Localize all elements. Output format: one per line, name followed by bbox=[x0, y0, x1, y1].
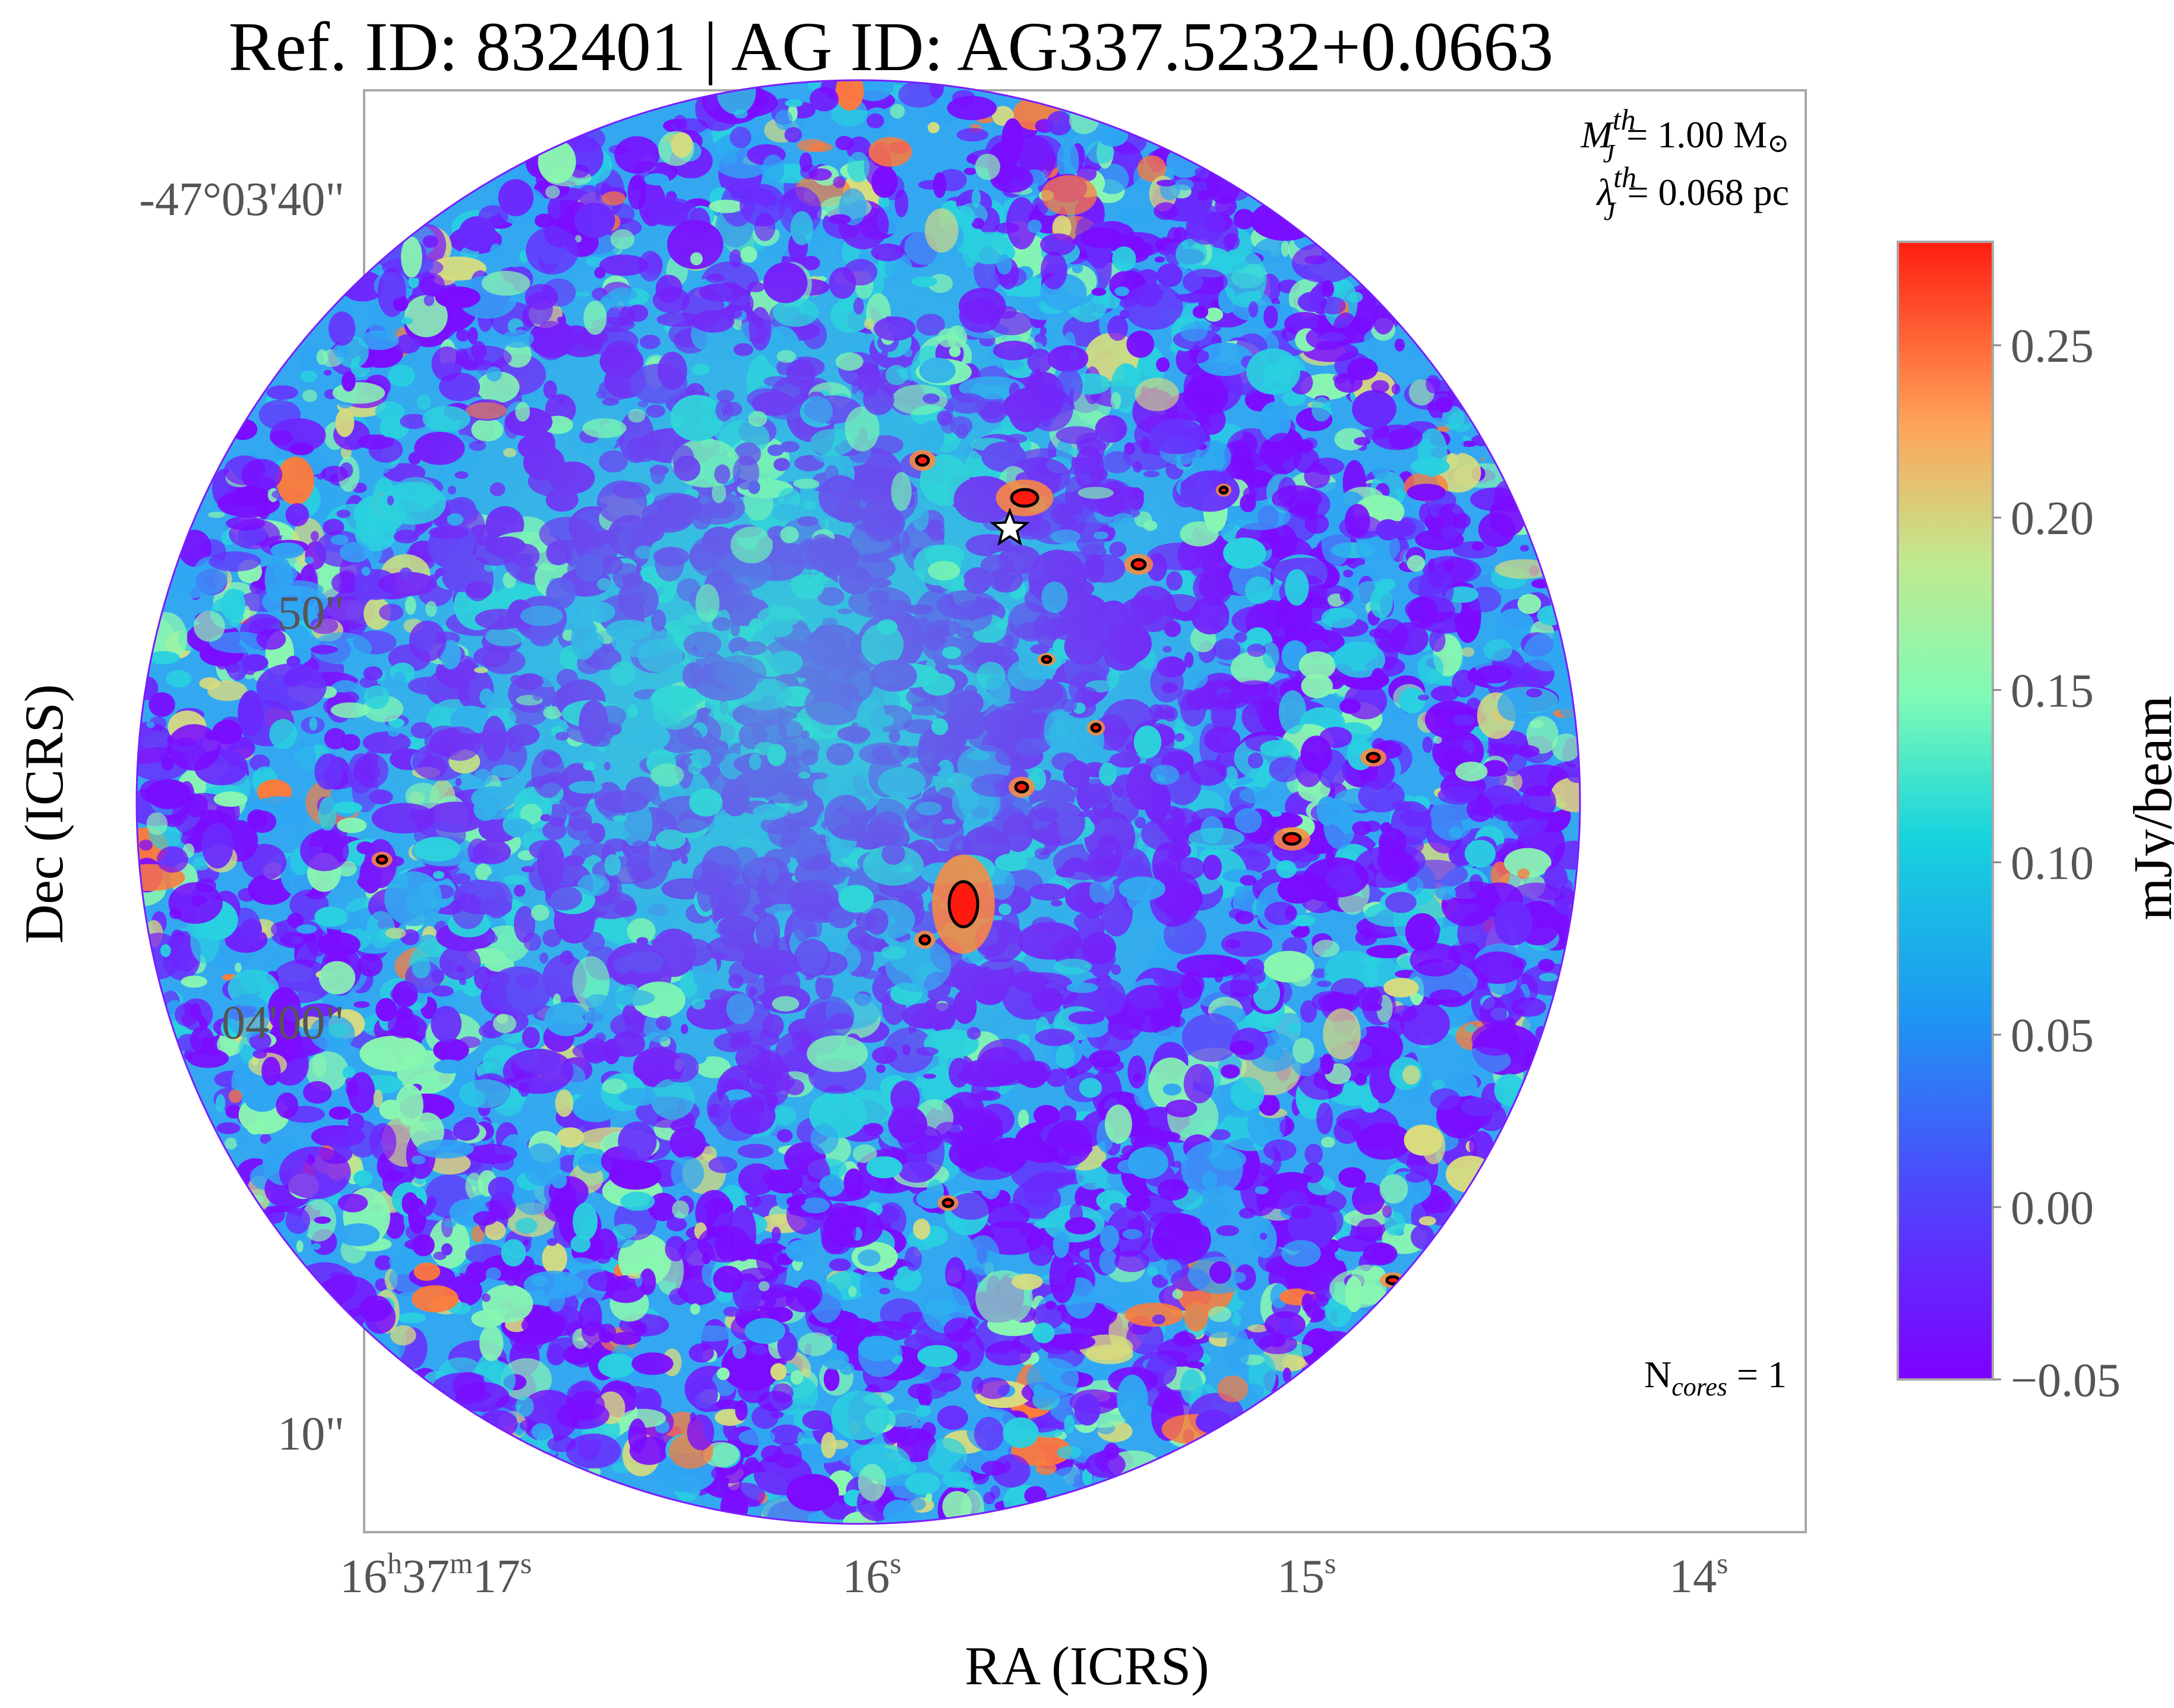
emission-map bbox=[137, 80, 1580, 1524]
chart-title: Ref. ID: 832401 | AG ID: AG337.5232+0.06… bbox=[229, 8, 1553, 86]
